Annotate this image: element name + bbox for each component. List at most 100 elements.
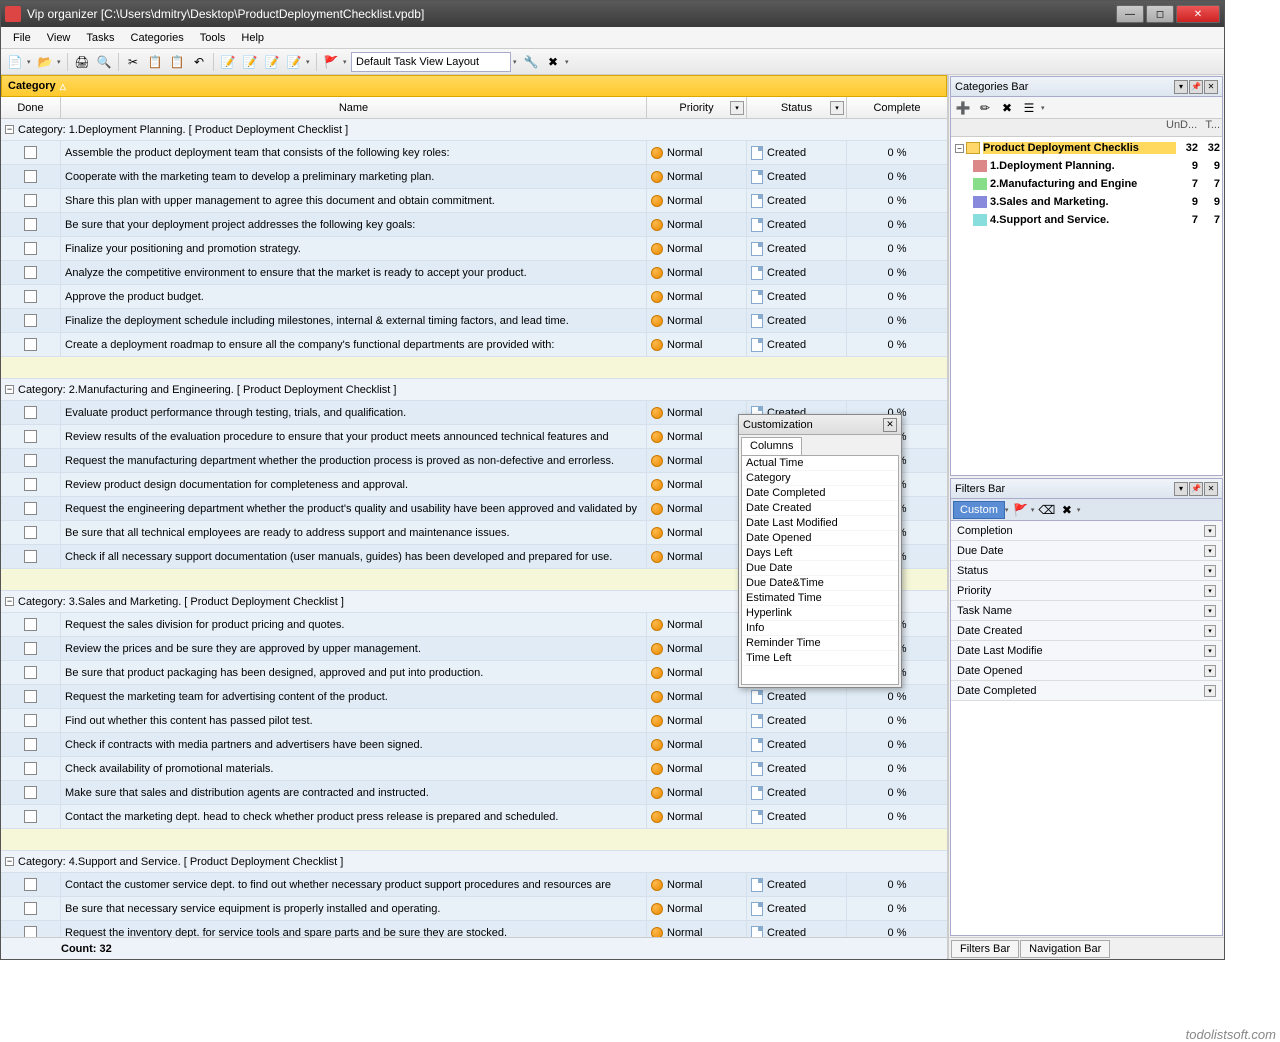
column-option[interactable]: Due Date	[742, 561, 898, 576]
done-checkbox[interactable]	[24, 478, 37, 491]
done-checkbox[interactable]	[24, 170, 37, 183]
col-done[interactable]: Done	[1, 97, 61, 118]
done-checkbox[interactable]	[24, 762, 37, 775]
col-complete[interactable]: Complete	[847, 97, 947, 118]
column-option[interactable]: Time Left	[742, 651, 898, 666]
menu-tools[interactable]: Tools	[192, 30, 234, 46]
done-checkbox[interactable]	[24, 714, 37, 727]
column-option[interactable]: Info	[742, 621, 898, 636]
filter-row[interactable]: Status▾	[951, 561, 1222, 581]
done-checkbox[interactable]	[24, 690, 37, 703]
task-row[interactable]: Finalize the deployment schedule includi…	[1, 309, 947, 333]
title-bar[interactable]: Vip organizer [C:\Users\dmitry\Desktop\P…	[1, 1, 1224, 27]
done-checkbox[interactable]	[24, 902, 37, 915]
task-row[interactable]: Analyze the competitive environment to e…	[1, 261, 947, 285]
filter-row[interactable]: Task Name▾	[951, 601, 1222, 621]
filter-row[interactable]: Due Date▾	[951, 541, 1222, 561]
tab-navigation-bar[interactable]: Navigation Bar	[1020, 940, 1110, 958]
filter-del-icon[interactable]: ✖	[1057, 500, 1077, 520]
task-row[interactable]: Share this plan with upper management to…	[1, 189, 947, 213]
column-option[interactable]: Estimated Time	[742, 591, 898, 606]
column-option[interactable]: Due Date&Time	[742, 576, 898, 591]
category-row[interactable]: −Category: 4.Support and Service. [ Prod…	[1, 851, 947, 873]
copy-icon[interactable]: 📋	[145, 52, 165, 72]
menu-help[interactable]: Help	[233, 30, 272, 46]
menu-view[interactable]: View	[39, 30, 79, 46]
task-row[interactable]: Be sure that necessary service equipment…	[1, 897, 947, 921]
print-icon[interactable]: 🖨	[72, 52, 92, 72]
panel-pin-icon[interactable]: 📌	[1189, 482, 1203, 496]
cat-filter-icon[interactable]: ☰	[1019, 98, 1039, 118]
filter-row[interactable]: Priority▾	[951, 581, 1222, 601]
task3-icon[interactable]: 📝	[262, 52, 282, 72]
column-option[interactable]: Date Completed	[742, 486, 898, 501]
minimize-button[interactable]: —	[1116, 5, 1144, 23]
group-header[interactable]: Category△	[1, 75, 947, 97]
task1-icon[interactable]: 📝	[218, 52, 238, 72]
panel-menu-icon[interactable]: ▾	[1174, 482, 1188, 496]
task-row[interactable]: Check if contracts with media partners a…	[1, 733, 947, 757]
done-checkbox[interactable]	[24, 338, 37, 351]
task-row[interactable]: Create a deployment roadmap to ensure al…	[1, 333, 947, 357]
done-checkbox[interactable]	[24, 194, 37, 207]
preview-icon[interactable]: 🔍	[94, 52, 114, 72]
done-checkbox[interactable]	[24, 242, 37, 255]
done-checkbox[interactable]	[24, 526, 37, 539]
customization-popup[interactable]: Customization✕ Columns Actual TimeCatego…	[738, 414, 902, 688]
tree-node[interactable]: 2.Manufacturing and Engine77	[953, 175, 1220, 193]
done-checkbox[interactable]	[24, 314, 37, 327]
undo-icon[interactable]: ↶	[189, 52, 209, 72]
column-option[interactable]: Days Left	[742, 546, 898, 561]
task4-icon[interactable]: 📝	[284, 52, 304, 72]
done-checkbox[interactable]	[24, 618, 37, 631]
filter-row[interactable]: Date Opened▾	[951, 661, 1222, 681]
cat-del-icon[interactable]: ✖	[997, 98, 1017, 118]
column-option[interactable]: Date Last Modified	[742, 516, 898, 531]
tab-filters-bar[interactable]: Filters Bar	[951, 940, 1019, 958]
done-checkbox[interactable]	[24, 878, 37, 891]
done-checkbox[interactable]	[24, 406, 37, 419]
popup-close-icon[interactable]: ✕	[883, 418, 897, 432]
custom-filter-button[interactable]: Custom	[953, 501, 1005, 519]
layout-del-icon[interactable]: ✖	[543, 52, 563, 72]
column-option[interactable]: Date Created	[742, 501, 898, 516]
task-row[interactable]: Contact the marketing dept. head to chec…	[1, 805, 947, 829]
done-checkbox[interactable]	[24, 926, 37, 937]
task-row[interactable]: Be sure that your deployment project add…	[1, 213, 947, 237]
col-status[interactable]: Status▾	[747, 97, 847, 118]
menu-file[interactable]: File	[5, 30, 39, 46]
menu-tasks[interactable]: Tasks	[78, 30, 122, 46]
task-row[interactable]: Request the inventory dept. for service …	[1, 921, 947, 937]
category-row[interactable]: −Category: 1.Deployment Planning. [ Prod…	[1, 119, 947, 141]
done-checkbox[interactable]	[24, 810, 37, 823]
done-checkbox[interactable]	[24, 454, 37, 467]
filter-row[interactable]: Completion▾	[951, 521, 1222, 541]
done-checkbox[interactable]	[24, 738, 37, 751]
column-option[interactable]: Date Opened	[742, 531, 898, 546]
column-option[interactable]: Actual Time	[742, 456, 898, 471]
task-row[interactable]: Finalize your positioning and promotion …	[1, 237, 947, 261]
new-icon[interactable]: 📄	[5, 52, 25, 72]
column-option[interactable]: Reminder Time	[742, 636, 898, 651]
layout-selector[interactable]: Default Task View Layout	[351, 52, 511, 72]
filter-clear-icon[interactable]: ⌫	[1037, 500, 1057, 520]
tree-node[interactable]: 3.Sales and Marketing.99	[953, 193, 1220, 211]
done-checkbox[interactable]	[24, 146, 37, 159]
task-row[interactable]: Make sure that sales and distribution ag…	[1, 781, 947, 805]
task2-icon[interactable]: 📝	[240, 52, 260, 72]
done-checkbox[interactable]	[24, 642, 37, 655]
task-row[interactable]: Assemble the product deployment team tha…	[1, 141, 947, 165]
done-checkbox[interactable]	[24, 290, 37, 303]
panel-menu-icon[interactable]: ▾	[1174, 80, 1188, 94]
done-checkbox[interactable]	[24, 666, 37, 679]
filter-row[interactable]: Date Created▾	[951, 621, 1222, 641]
col-priority[interactable]: Priority▾	[647, 97, 747, 118]
done-checkbox[interactable]	[24, 550, 37, 563]
menu-categories[interactable]: Categories	[123, 30, 192, 46]
open-icon[interactable]: 📂	[35, 52, 55, 72]
close-button[interactable]: ✕	[1176, 5, 1220, 23]
done-checkbox[interactable]	[24, 218, 37, 231]
task-row[interactable]: Check availability of promotional materi…	[1, 757, 947, 781]
tree-root[interactable]: −Product Deployment Checklis3232	[953, 139, 1220, 157]
filter-apply-icon[interactable]: 🚩	[1011, 500, 1031, 520]
